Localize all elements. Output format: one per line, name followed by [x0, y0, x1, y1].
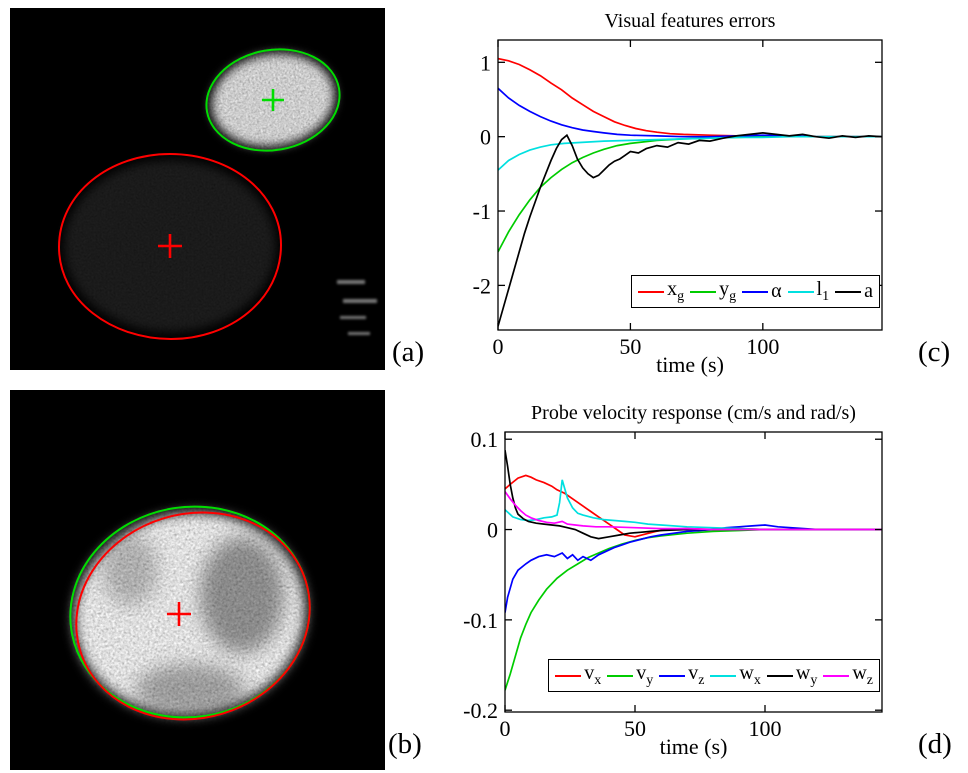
legend-line-sample	[607, 674, 634, 677]
small-section-contour	[205, 48, 341, 152]
x-axis-label-d: time (s)	[659, 734, 728, 759]
large-section-contour	[57, 152, 283, 341]
legend-entry-a: a	[835, 280, 873, 303]
y-tick-label: -0.2	[463, 698, 498, 723]
legend-line-sample	[710, 674, 737, 677]
legend-line-sample	[742, 290, 769, 293]
legend-line-sample	[555, 674, 582, 677]
ultrasound-image-b	[10, 390, 385, 770]
large-center-cross	[158, 234, 182, 258]
series-w_y	[505, 449, 882, 540]
legend-entry-w_y: wy	[766, 662, 818, 689]
series-v_y	[505, 528, 882, 691]
panel-label-a: (a)	[392, 336, 425, 368]
series-w_x	[505, 479, 882, 531]
x-tick-label: 100	[746, 334, 779, 359]
legend-entry-l_1: l1	[787, 278, 830, 305]
series-l_1	[498, 135, 882, 171]
y-tick-label: -0.1	[463, 608, 498, 633]
legend-line-sample	[766, 674, 793, 677]
x-tick-label: 50	[619, 334, 641, 359]
legend-entry-w_z: wz	[823, 662, 873, 689]
series-y_g	[498, 135, 882, 253]
legend-label: α	[771, 280, 782, 302]
legend-label: vx	[584, 662, 602, 688]
legend-label: wz	[852, 662, 873, 688]
legend-line-sample	[659, 674, 686, 677]
hypoechoic-patches	[102, 534, 284, 716]
series-a	[498, 132, 882, 327]
series-v_z	[505, 524, 882, 613]
x-axis-label-c: time (s)	[656, 352, 724, 377]
ultrasound-image-a	[10, 8, 385, 370]
acoustic-streaks	[337, 280, 377, 335]
legend-label: wy	[795, 662, 818, 688]
chart-title-d: Probe velocity response (cm/s and rad/s)	[531, 402, 856, 424]
ultrasound-panel-a	[10, 8, 385, 370]
center-cross-b	[167, 602, 191, 626]
axes-box	[497, 39, 883, 331]
chart-probe-velocity-response: 0 50 100 0.1 0 -0.1 -0.2 Probe velocity respon…	[452, 396, 888, 768]
x-tick-label: 0	[493, 334, 504, 359]
x-tick-label: 0	[500, 716, 511, 741]
legend-line-sample	[690, 290, 717, 293]
panel-label-d: (d)	[918, 728, 952, 760]
y-tick-label: 0	[480, 125, 491, 150]
legend-label: xg	[667, 278, 685, 304]
legend-c: xg yg α l1 a	[631, 275, 880, 308]
legend-entry-v_y: vy	[607, 662, 653, 689]
y-tick-label: 0.1	[471, 427, 499, 452]
ultrasound-panel-b	[10, 390, 385, 770]
small-center-cross	[262, 89, 284, 111]
legend-entry-v_z: vz	[659, 662, 704, 689]
panel-label-c: (c)	[918, 336, 951, 368]
y-tick-label: 1	[480, 50, 491, 75]
panel-label-b: (b)	[388, 728, 422, 760]
legend-entry-alpha: α	[742, 280, 782, 303]
series-x_g	[498, 57, 882, 138]
legend-line-sample	[823, 674, 850, 677]
legend-label: vz	[688, 662, 705, 688]
plot-svg-d: 0 50 100 0.1 0 -0.1 -0.2	[463, 427, 883, 741]
axes-box	[504, 431, 883, 713]
legend-entry-y_g: yg	[690, 278, 736, 305]
legend-d: vx vy vz wx wy wz	[548, 659, 880, 692]
legend-label: l1	[816, 278, 830, 304]
chart-title-c: Visual features errors	[604, 10, 776, 32]
legend-entry-w_x: wx	[710, 662, 761, 689]
x-tick-label: 50	[624, 716, 646, 741]
legend-label: vy	[636, 662, 654, 688]
legend-label: a	[864, 280, 873, 302]
legend-line-sample	[638, 290, 665, 293]
legend-label: yg	[719, 278, 737, 304]
y-tick-label: -2	[473, 273, 491, 298]
legend-entry-x_g: xg	[638, 278, 684, 305]
legend-label: wx	[739, 662, 761, 688]
legend-entry-v_x: vx	[555, 662, 601, 689]
y-tick-label: -1	[473, 199, 491, 224]
plot-svg-c: 0 50 100 1 0 -1 -2	[473, 39, 883, 359]
legend-line-sample	[787, 290, 814, 293]
red-tracked-contour	[75, 511, 311, 721]
y-tick-label: 0	[487, 518, 498, 543]
chart-visual-features-errors: 0 50 100 1 0 -1 -2 Visual features errors time…	[452, 4, 888, 377]
x-tick-label: 100	[749, 716, 782, 741]
legend-line-sample	[835, 290, 862, 293]
series-alpha	[498, 87, 882, 138]
series-w_z	[505, 491, 882, 531]
